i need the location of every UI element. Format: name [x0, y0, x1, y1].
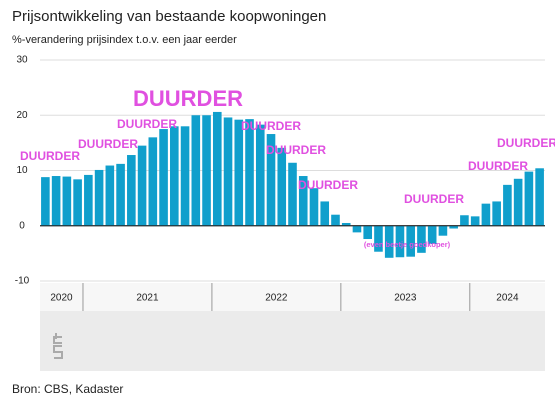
bar — [94, 169, 104, 226]
annotation: DUURDER — [298, 178, 358, 192]
bar — [470, 216, 480, 226]
bar — [352, 225, 362, 233]
bar — [41, 177, 50, 226]
bar — [341, 222, 351, 226]
bar — [73, 179, 82, 226]
bar — [159, 129, 168, 226]
bar — [223, 117, 233, 226]
y-tick-label: 10 — [16, 165, 28, 176]
bar — [406, 225, 415, 257]
annotation: DUURDER — [78, 137, 138, 151]
annotation: DUURDER — [266, 143, 326, 157]
bar — [62, 176, 72, 226]
bar — [51, 176, 61, 226]
bar — [191, 115, 201, 226]
bar — [212, 111, 222, 226]
bar — [288, 162, 297, 226]
bar — [449, 225, 458, 229]
bar — [395, 225, 405, 258]
bar — [481, 203, 491, 226]
bar — [137, 145, 147, 226]
bar — [277, 147, 287, 226]
x-group-label: 2021 — [136, 293, 159, 304]
annotation: DUURDER — [133, 86, 243, 111]
source: Bron: CBS, Kadaster — [12, 382, 123, 396]
bar — [320, 201, 330, 226]
chart-title: Prijsontwikkeling van bestaande koopwoni… — [12, 8, 326, 25]
annotation: DUURDER — [404, 192, 464, 206]
bar — [170, 126, 179, 226]
bar — [127, 155, 136, 226]
bar — [438, 225, 448, 236]
annotation: DUURDER — [117, 117, 177, 131]
bar — [363, 225, 373, 240]
annotation: DUURDER — [20, 149, 80, 163]
annotation: (even beetje goedkoper) — [364, 240, 451, 249]
bar — [148, 137, 158, 226]
annotation: DUURDER — [241, 119, 301, 133]
bar — [234, 119, 244, 226]
bar — [524, 171, 534, 226]
annotation: DUURDER — [468, 159, 528, 173]
chart-subtitle: %-verandering prijsindex t.o.v. een jaar… — [12, 34, 237, 46]
bar — [245, 119, 254, 226]
y-tick-label: -10 — [15, 276, 30, 287]
x-group-label: 2022 — [265, 293, 288, 304]
bar — [298, 176, 308, 226]
bar — [266, 134, 276, 226]
bar — [105, 165, 115, 226]
bar — [309, 188, 319, 226]
bar — [535, 168, 544, 226]
bar — [492, 201, 501, 226]
y-tick-label: 30 — [16, 55, 28, 66]
x-group-label: 2024 — [496, 293, 519, 304]
bar — [384, 225, 394, 258]
bar — [180, 126, 190, 226]
annotation: DUURDER — [497, 136, 555, 150]
bar — [202, 115, 211, 226]
bar — [116, 163, 125, 226]
y-tick-label: 0 — [19, 220, 25, 231]
bar — [513, 178, 523, 226]
bar — [374, 225, 383, 252]
year-strip — [40, 283, 545, 311]
bar — [427, 225, 437, 244]
bar — [331, 214, 340, 226]
bar — [503, 184, 512, 226]
x-group-label: 2020 — [50, 293, 73, 304]
y-tick-label: 20 — [16, 110, 28, 121]
cbs-logo — [53, 333, 63, 359]
x-group-label: 2023 — [394, 293, 417, 304]
bar — [460, 215, 469, 226]
bar — [417, 225, 426, 253]
bar — [84, 174, 93, 226]
bar — [255, 124, 265, 226]
